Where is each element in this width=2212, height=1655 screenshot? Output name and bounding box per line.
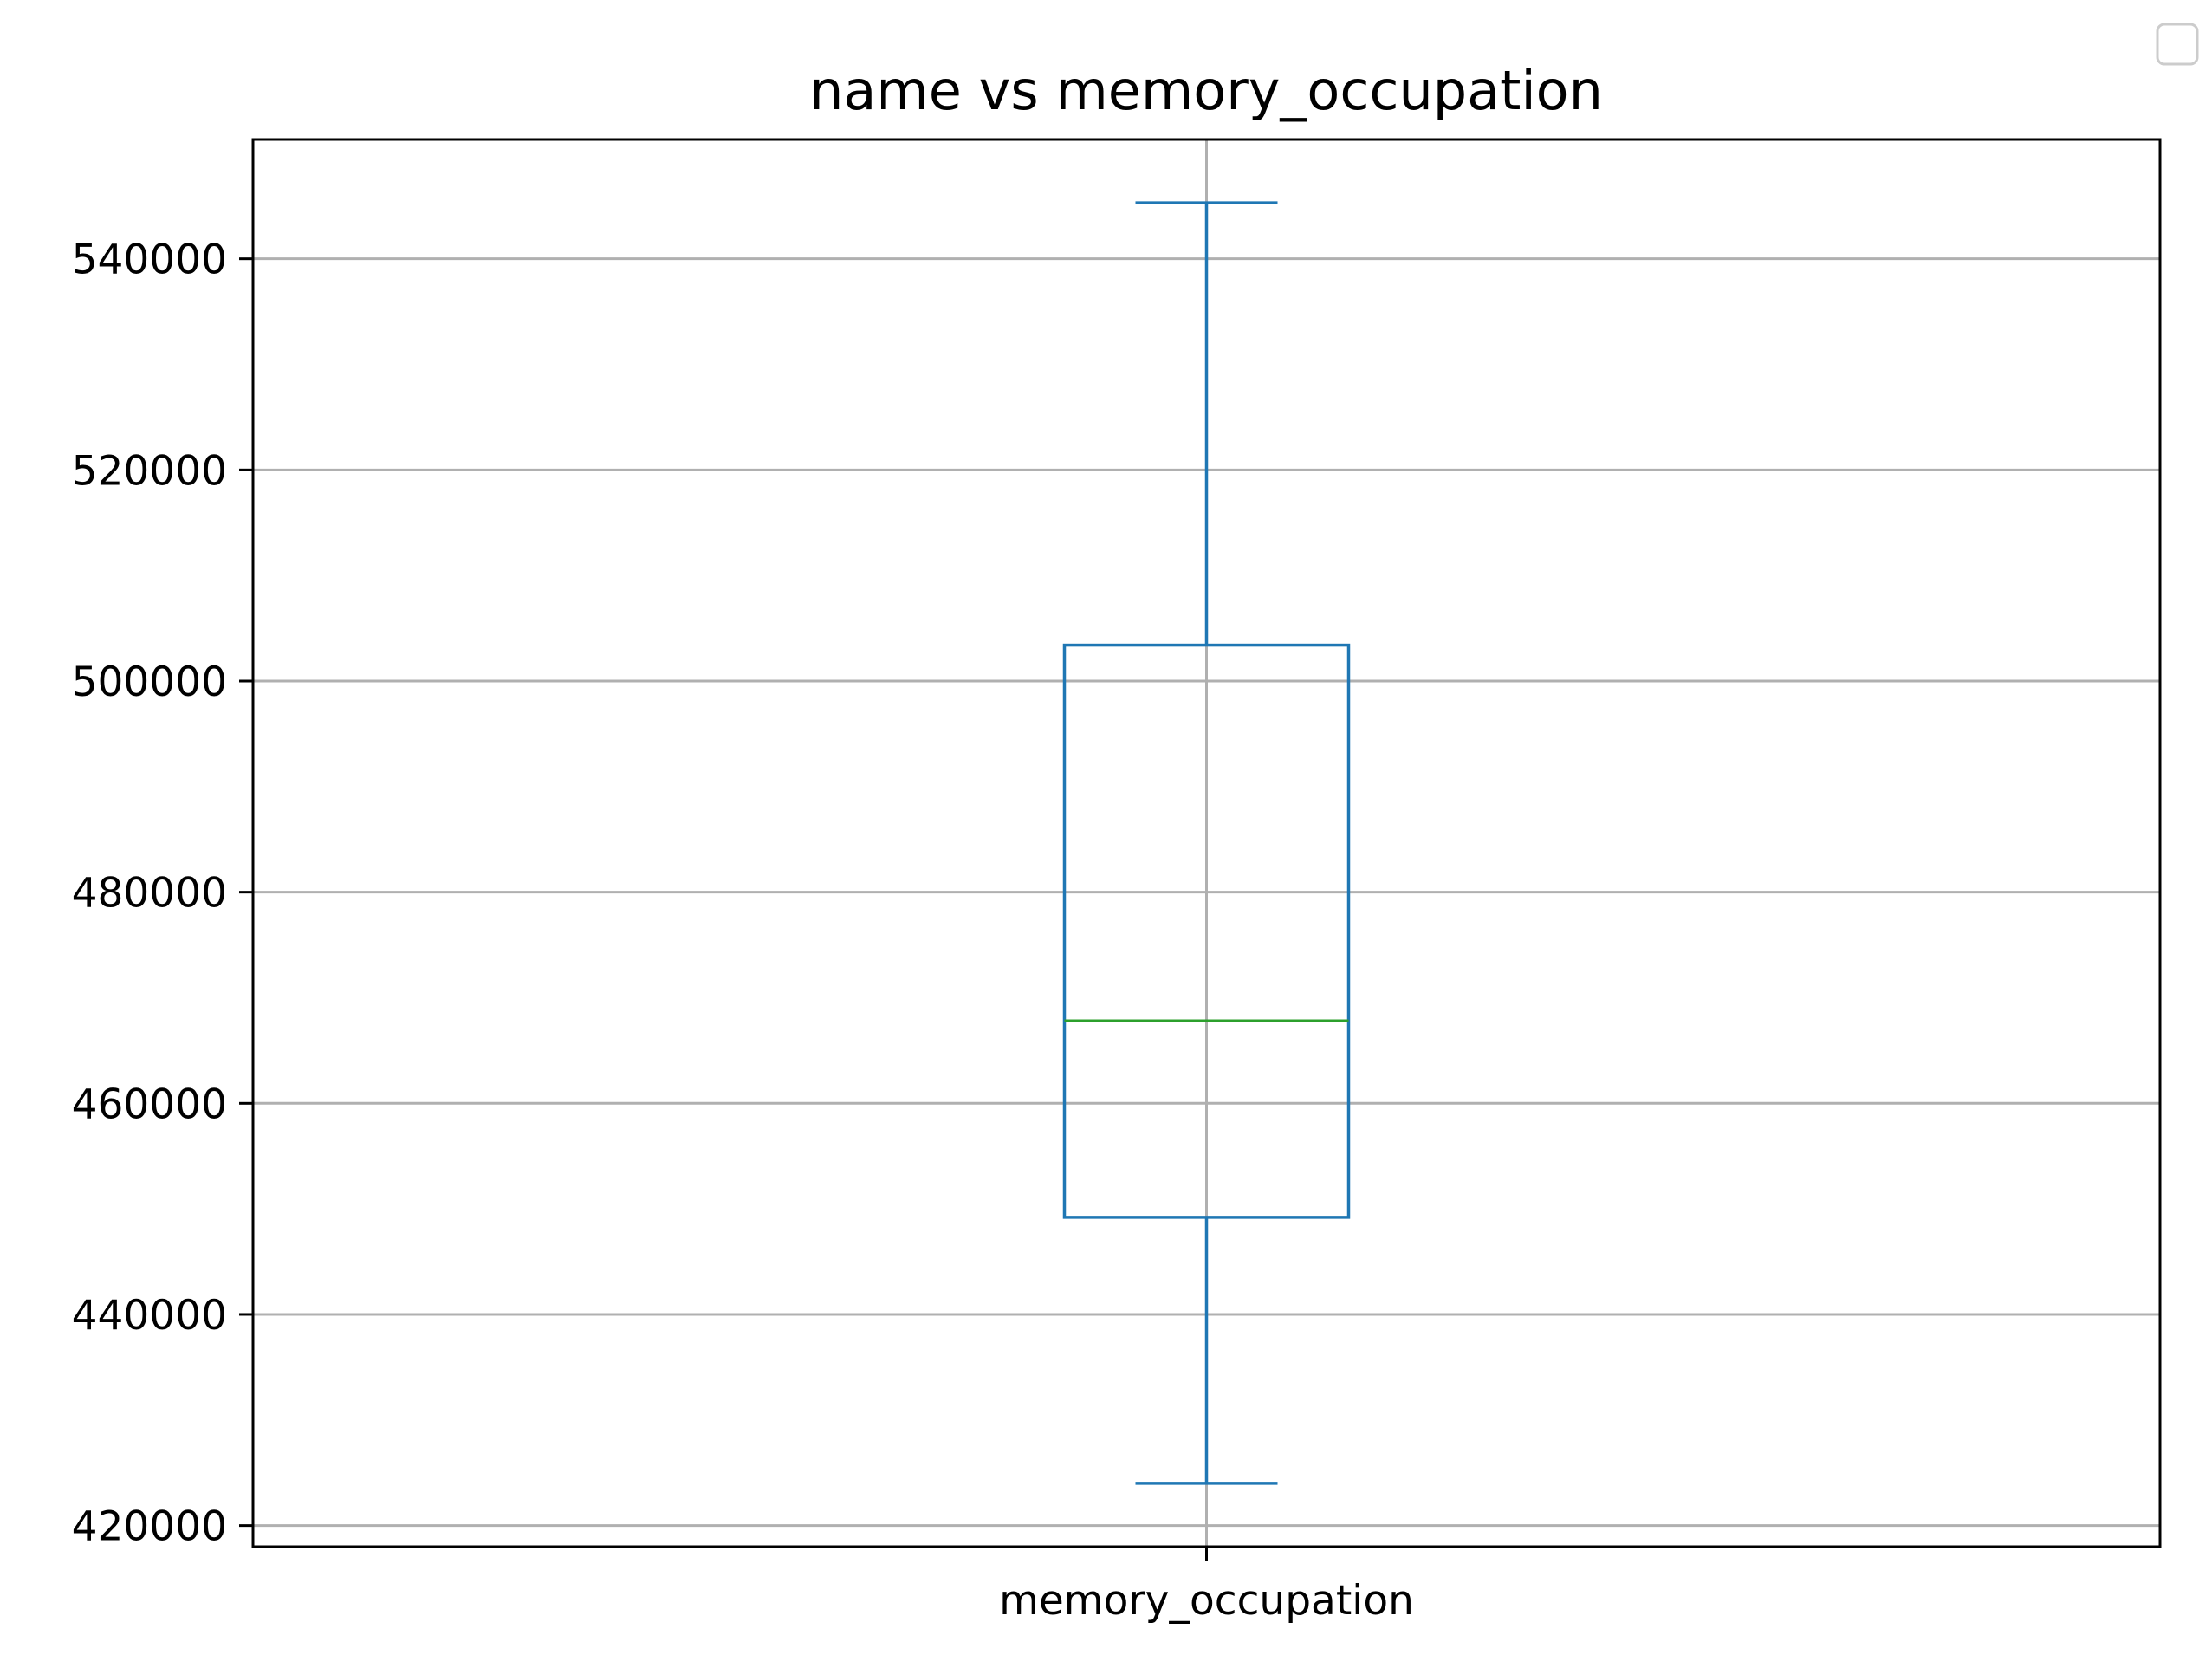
y-axis-ticks: 420000 440000 460000 480000 500000 520000 5400… [72,237,253,1551]
iqr-box [1062,643,1351,1219]
y-tick-label: 520000 [72,447,227,495]
y-tick-label: 500000 [72,659,227,706]
y-tick-label: 420000 [72,1503,227,1551]
x-axis-ticks: memory_occupation [999,1547,1414,1625]
y-tick-label: 460000 [72,1081,227,1128]
x-tick-label: memory_occupation [999,1577,1414,1625]
y-tick-label: 480000 [72,870,227,918]
y-tick-label: 540000 [72,237,227,284]
y-tick-label: 440000 [72,1292,227,1340]
chart-title: name vs memory_occupation [809,59,1603,122]
legend-box [2156,23,2199,66]
box-layer [1062,201,1351,1485]
